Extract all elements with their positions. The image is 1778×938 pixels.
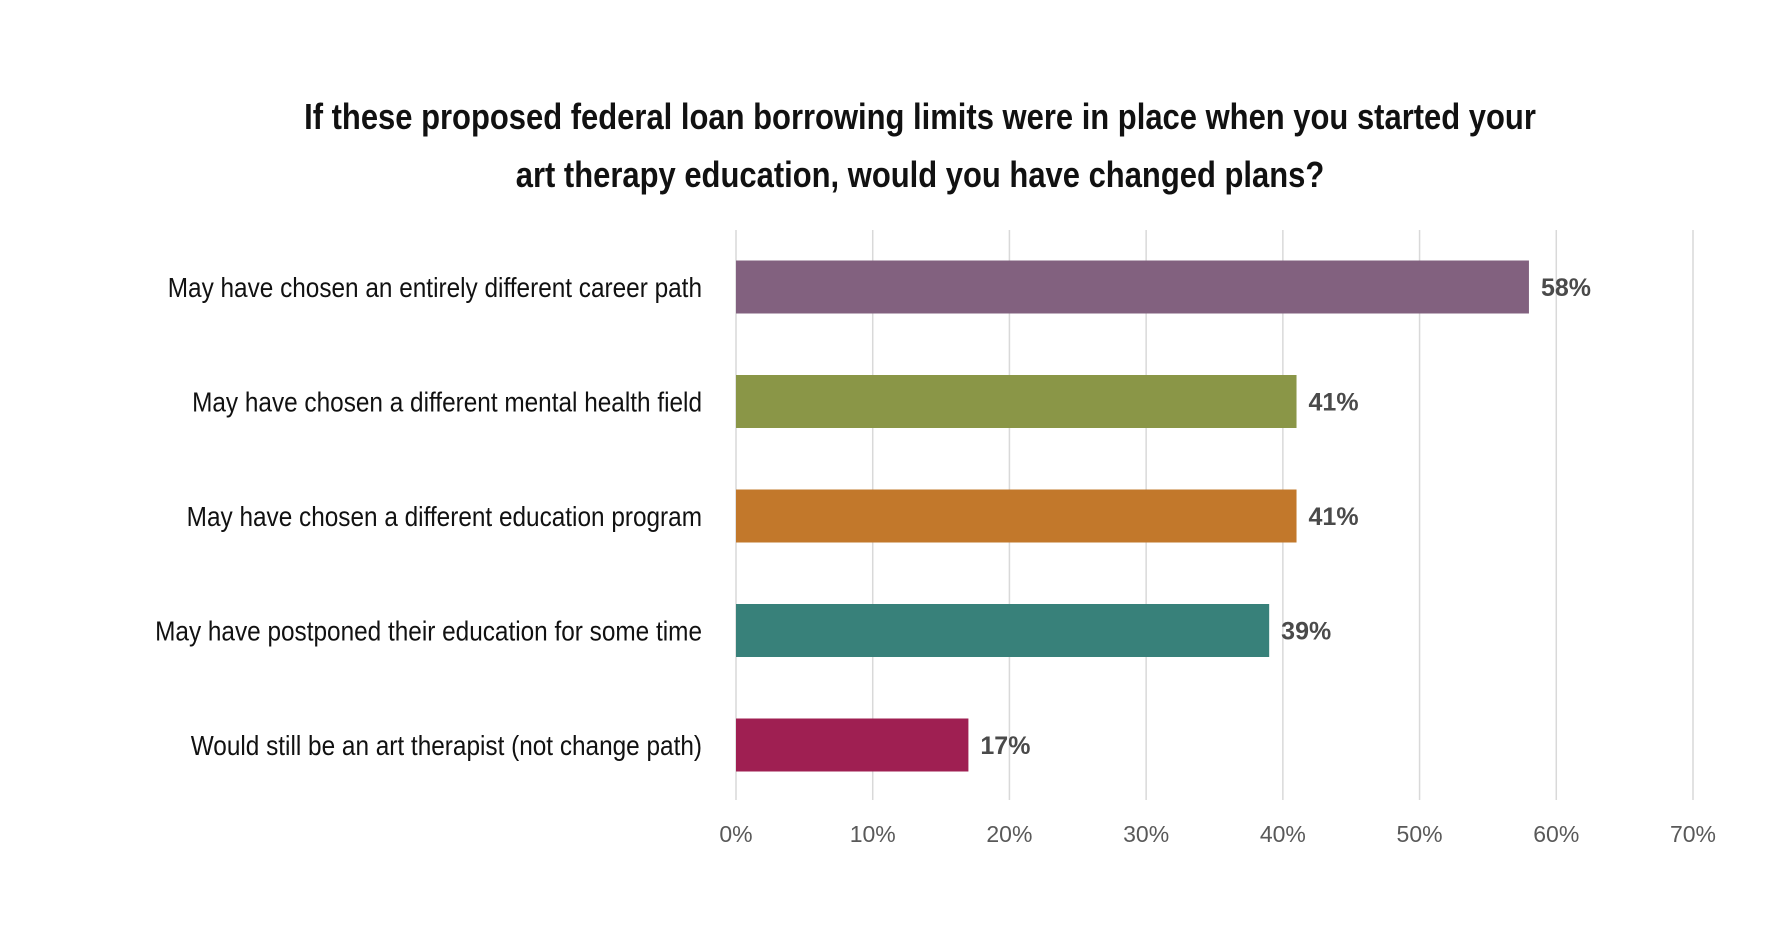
bar [736, 260, 1529, 314]
bar [736, 375, 1297, 428]
data-label: 39% [1281, 618, 1331, 646]
chart-title-line-1: If these proposed federal loan borrowing… [304, 96, 1536, 137]
x-tick-label: 70% [1670, 821, 1716, 847]
x-tick-label: 60% [1533, 821, 1579, 847]
data-label: 41% [1309, 389, 1359, 417]
bar [736, 718, 969, 772]
labels: 0% 10% 20% 30% 40% 50% 60% 70% May have chosen a… [155, 271, 1716, 847]
category-label: May have chosen a different mental healt… [192, 386, 702, 418]
x-tick-label: 0% [719, 821, 752, 847]
x-tick-label: 30% [1123, 821, 1169, 847]
x-tick-label: 40% [1260, 821, 1306, 847]
category-label: May have chosen an entirely different ca… [168, 271, 702, 303]
data-label: 17% [980, 732, 1030, 760]
bars [736, 260, 1529, 772]
bar [736, 489, 1297, 543]
data-label: 58% [1541, 274, 1591, 302]
category-label: May have postponed their education for s… [155, 615, 702, 647]
chart-title: If these proposed federal loan borrowing… [180, 88, 1660, 204]
chart-title-line-2: art therapy education, would you have ch… [515, 154, 1325, 195]
data-label: 41% [1309, 503, 1359, 531]
x-tick-label: 50% [1397, 821, 1443, 847]
x-tick-label: 20% [986, 821, 1032, 847]
category-label: Would still be an art therapist (not cha… [191, 729, 702, 761]
category-label: May have chosen a different education pr… [187, 500, 702, 532]
x-tick-label: 10% [850, 821, 896, 847]
bar [736, 604, 1270, 657]
